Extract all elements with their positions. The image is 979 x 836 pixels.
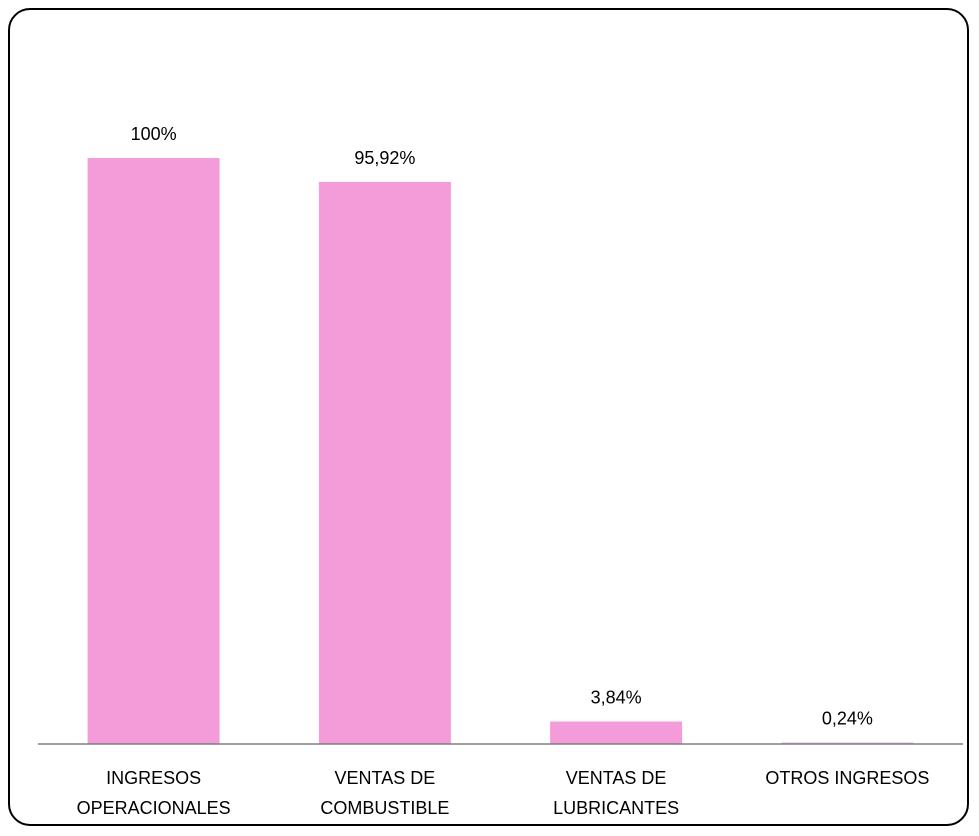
category-label-line: OTROS INGRESOS	[765, 768, 929, 788]
category-label-line: COMBUSTIBLE	[320, 798, 449, 818]
bar-0	[87, 158, 220, 744]
value-label-2: 3,84%	[591, 688, 642, 708]
category-label-0: INGRESOS OPERACIONALES	[77, 768, 231, 818]
category-labels-layer: INGRESOS OPERACIONALES VENTAS DE COMBUSTIBL…	[77, 768, 930, 818]
value-label-0: 100%	[131, 124, 177, 144]
category-label-2: VENTAS DE LUBRICANTES	[553, 768, 679, 818]
category-label-line: VENTAS DE	[335, 768, 436, 788]
category-label-1: VENTAS DE COMBUSTIBLE	[320, 768, 449, 818]
category-label-line: OPERACIONALES	[77, 798, 231, 818]
category-label-line: LUBRICANTES	[553, 798, 679, 818]
bar-1	[318, 181, 451, 744]
category-label-line: VENTAS DE	[566, 768, 667, 788]
value-label-3: 0,24%	[822, 709, 873, 729]
bars-layer	[87, 158, 914, 744]
bar-2	[550, 721, 683, 744]
category-label-line: INGRESOS	[106, 768, 201, 788]
value-labels-layer: 100% 95,92% 3,84% 0,24%	[131, 124, 873, 729]
category-label-3: OTROS INGRESOS	[765, 768, 929, 788]
value-label-1: 95,92%	[354, 148, 415, 168]
